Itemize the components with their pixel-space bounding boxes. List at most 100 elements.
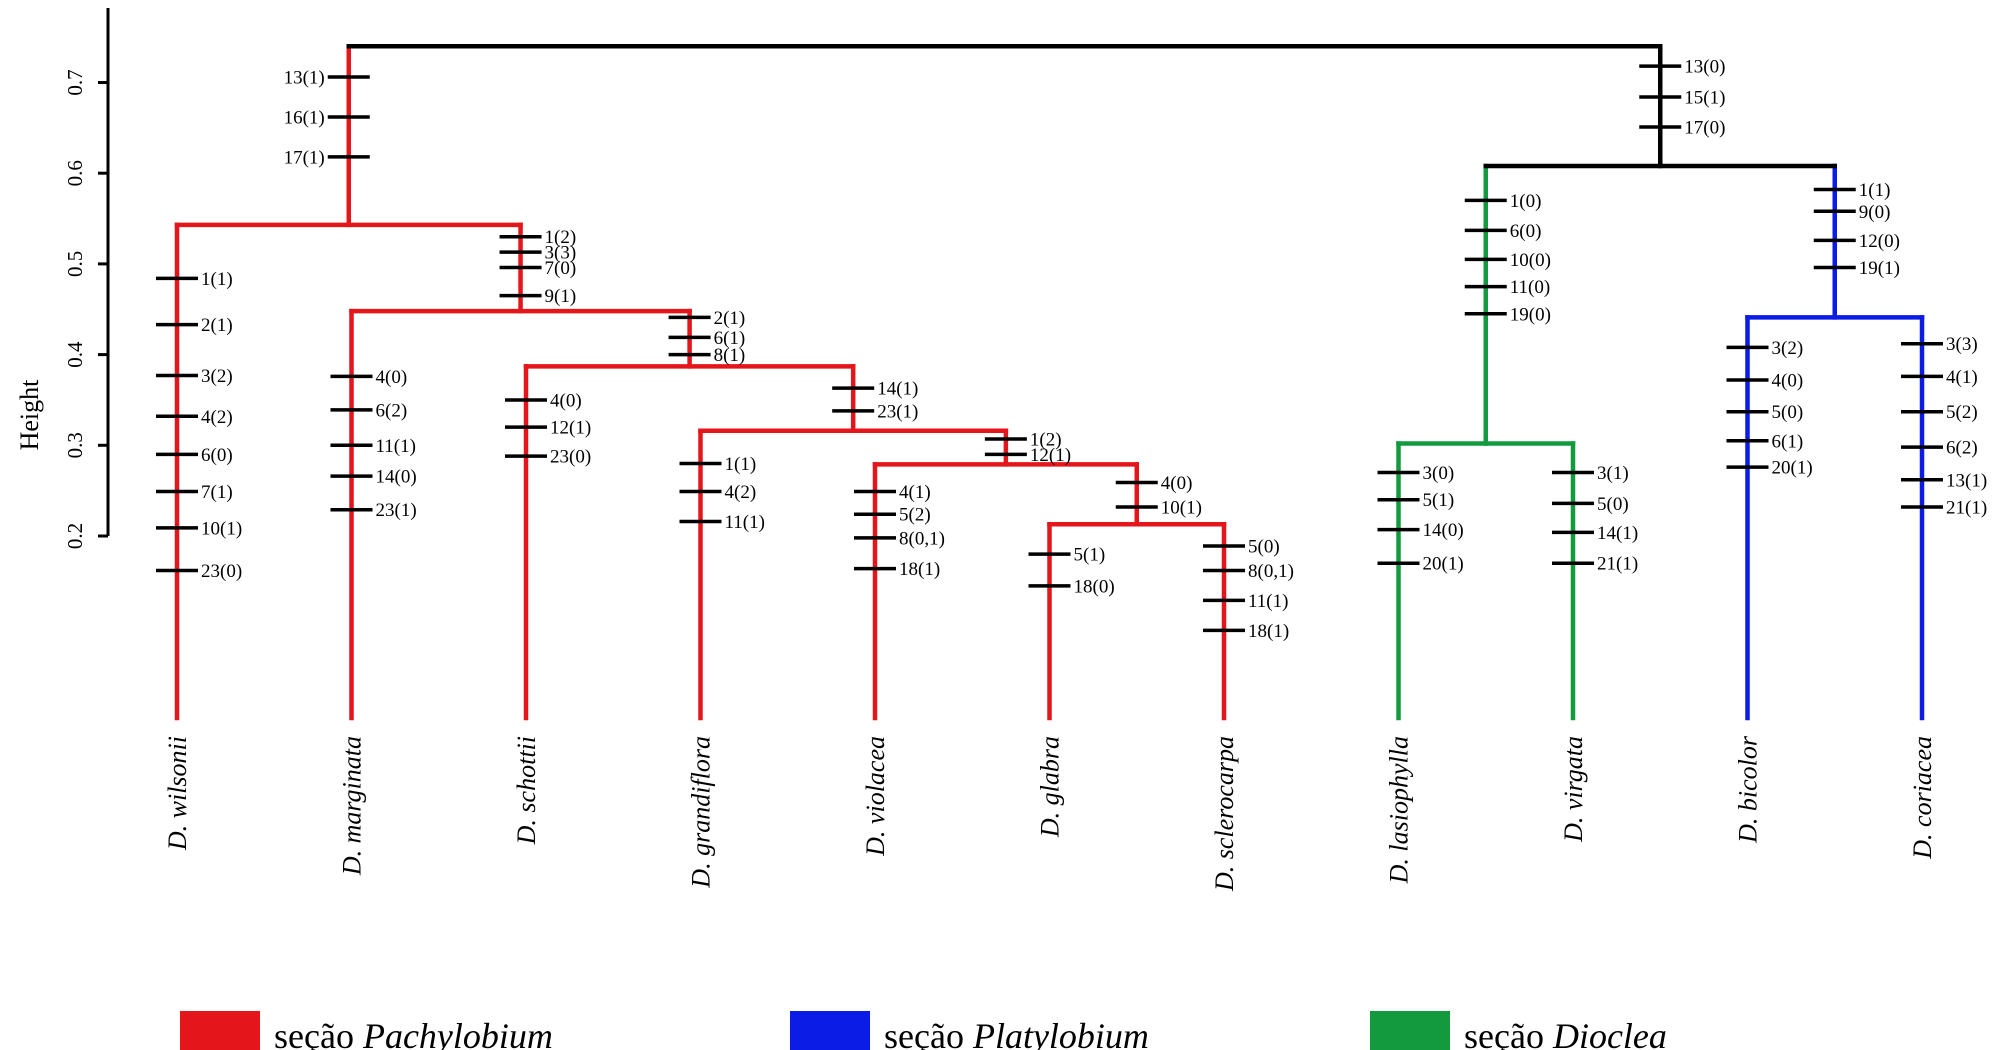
character-label: 7(0) — [545, 258, 577, 279]
character-label: 4(0) — [550, 390, 582, 411]
character-label: 19(0) — [1510, 304, 1551, 325]
character-label: 4(2) — [201, 407, 233, 428]
legend-prefix: seção — [1464, 1016, 1553, 1050]
character-label: 3(2) — [201, 366, 233, 387]
legend-prefix: seção — [884, 1016, 973, 1050]
character-label: 9(1) — [545, 286, 577, 307]
character-label: 4(1) — [1946, 367, 1978, 388]
character-label: 13(1) — [1946, 470, 1987, 491]
axis-tick-label: 0.7 — [63, 69, 87, 95]
character-label: 1(1) — [725, 454, 757, 475]
legend-label-platylobium: seção Platylobium — [884, 1016, 1149, 1050]
character-label: 10(1) — [1161, 497, 1202, 518]
character-label: 4(0) — [376, 367, 408, 388]
character-label: 7(1) — [201, 482, 233, 503]
character-label: 1(1) — [1859, 180, 1891, 201]
character-label: 5(2) — [899, 505, 931, 526]
character-label: 1(1) — [201, 269, 233, 290]
legend-label-pachylobium: seção Pachylobium — [274, 1016, 553, 1050]
axis-tick-label: 0.2 — [63, 523, 87, 549]
taxon-label-lasiophylla: D. lasiophylla — [1385, 736, 1414, 884]
character-label: 5(2) — [1946, 402, 1978, 423]
character-label: 2(1) — [714, 308, 746, 329]
character-label: 6(1) — [1772, 431, 1804, 452]
taxon-label-virgata: D. virgata — [1559, 736, 1588, 843]
taxon-label-bicolor: D. bicolor — [1734, 735, 1763, 844]
character-label: 18(1) — [899, 559, 940, 580]
character-label: 14(0) — [1423, 520, 1464, 541]
taxon-label-schottii: D. schottii — [512, 736, 541, 845]
character-label: 11(1) — [376, 436, 416, 457]
axis-tick-label: 0.5 — [63, 251, 87, 277]
character-label: 6(2) — [1946, 438, 1978, 459]
character-label: 23(0) — [201, 561, 242, 582]
character-label: 13(1) — [284, 68, 325, 89]
character-label: 5(0) — [1772, 402, 1804, 423]
legend-label-dioclea: seção Dioclea — [1464, 1016, 1667, 1050]
character-label: 11(1) — [725, 512, 765, 533]
taxon-label-glabra: D. glabra — [1036, 736, 1065, 838]
character-label: 3(2) — [1772, 338, 1804, 359]
character-label: 8(0,1) — [899, 528, 945, 549]
character-label: 10(0) — [1510, 250, 1551, 271]
character-label: 23(0) — [550, 447, 591, 468]
character-label: 18(0) — [1074, 576, 1115, 597]
character-state-marks: 13(1) 16(1) 17(1) 13(0) 15(1) 17(0) 1(1) 2(1) 3(… — [156, 57, 1987, 642]
character-label: 11(1) — [1248, 591, 1288, 612]
legend-section-name: Pachylobium — [362, 1016, 553, 1050]
character-label: 3(3) — [545, 243, 577, 264]
character-label: 12(1) — [1030, 445, 1071, 466]
character-label: 21(1) — [1597, 554, 1638, 575]
character-label: 16(1) — [284, 107, 325, 128]
taxon-label-wilsonii: D. wilsonii — [163, 736, 192, 851]
character-label: 6(2) — [376, 400, 408, 421]
legend-swatch-platylobium — [790, 1011, 870, 1050]
character-label: 14(0) — [376, 467, 417, 488]
character-label: 4(0) — [1161, 473, 1193, 494]
character-label: 19(1) — [1859, 258, 1900, 279]
character-label: 9(0) — [1859, 202, 1891, 223]
character-label: 18(1) — [1248, 621, 1289, 642]
character-label: 12(0) — [1859, 231, 1900, 252]
taxon-label-marginata: D. marginata — [338, 736, 367, 876]
character-label: 6(1) — [714, 328, 746, 349]
character-label: 5(1) — [1423, 490, 1455, 511]
taxon-label-sclerocarpa: D. sclerocarpa — [1210, 736, 1239, 892]
legend-prefix: seção — [274, 1016, 363, 1050]
character-label: 5(0) — [1597, 494, 1629, 515]
character-label: 2(1) — [201, 315, 233, 336]
character-label: 23(1) — [376, 500, 417, 521]
legend-section-name: Platylobium — [972, 1016, 1149, 1050]
character-label: 6(0) — [1510, 221, 1542, 242]
axis-title: Height — [15, 379, 44, 451]
legend-swatch-pachylobium — [180, 1011, 260, 1050]
character-label: 13(0) — [1684, 57, 1725, 78]
character-label: 1(0) — [1510, 191, 1542, 212]
character-label: 14(1) — [877, 379, 918, 400]
character-label: 4(2) — [725, 482, 757, 503]
taxon-label-grandiflora: D. grandiflora — [687, 736, 716, 889]
character-label: 3(0) — [1423, 463, 1455, 484]
character-label: 4(0) — [1772, 370, 1804, 391]
character-label: 23(1) — [877, 401, 918, 422]
axis-tick-label: 0.3 — [63, 432, 87, 458]
character-label: 5(1) — [1074, 545, 1106, 566]
character-label: 8(0,1) — [1248, 561, 1294, 582]
character-label: 3(3) — [1946, 334, 1978, 355]
character-label: 17(1) — [284, 147, 325, 168]
character-label: 4(1) — [899, 482, 931, 503]
tree-branches — [174, 43, 1925, 721]
legend: seção Pachylobium seção Platylobium seção … — [180, 1011, 1667, 1050]
character-label: 10(1) — [201, 518, 242, 539]
character-label: 6(0) — [201, 445, 233, 466]
character-label: 5(0) — [1248, 536, 1280, 557]
character-label: 14(1) — [1597, 523, 1638, 544]
legend-section-name: Dioclea — [1552, 1016, 1667, 1050]
character-label: 12(1) — [550, 418, 591, 439]
character-label: 15(1) — [1684, 88, 1725, 109]
character-label: 8(1) — [714, 345, 746, 366]
taxon-label-coriacea: D. coriacea — [1908, 736, 1937, 860]
character-label: 11(0) — [1510, 277, 1550, 298]
character-label: 21(1) — [1946, 497, 1987, 518]
